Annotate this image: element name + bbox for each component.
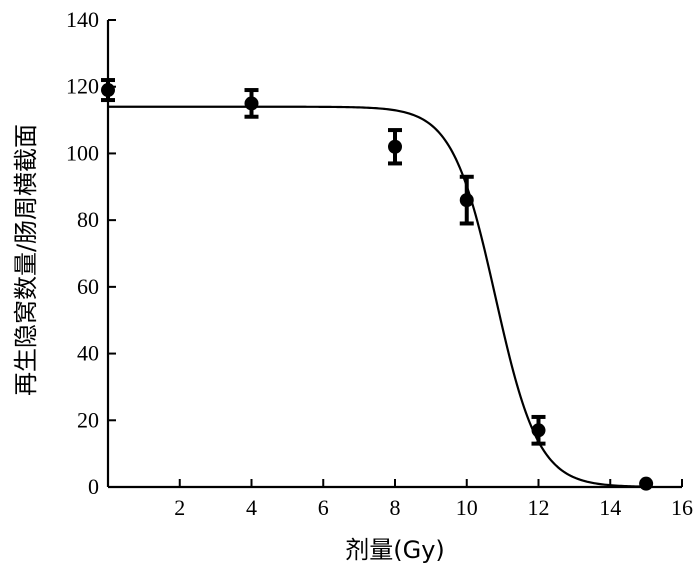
x-axis-title: 剂量(Gy) (345, 536, 445, 564)
data-point (244, 96, 259, 111)
y-axis-title: 再生隐窝数量/肠周横截面 (12, 124, 40, 396)
x-tick-label: 10 (456, 495, 478, 520)
y-axis-ticks: 0 20 40 60 80 100 120 140 (66, 7, 116, 499)
x-tick-label: 14 (599, 495, 621, 520)
axes (106, 20, 682, 489)
y-tick-label: 20 (77, 407, 99, 432)
data-point (101, 83, 115, 98)
x-tick-label: 4 (246, 495, 257, 520)
x-axis-ticks: 2 4 6 8 10 12 14 16 (174, 479, 693, 520)
data-point (459, 193, 474, 208)
data-point (639, 476, 654, 491)
x-tick-label: 6 (318, 495, 329, 520)
y-tick-label: 140 (66, 7, 99, 32)
x-tick-label: 8 (390, 495, 401, 520)
y-tick-label: 100 (66, 140, 99, 165)
x-tick-label: 2 (174, 495, 185, 520)
x-tick-label: 12 (528, 495, 550, 520)
data-points (101, 78, 654, 491)
fit-curve (108, 105, 647, 488)
data-point (388, 139, 402, 154)
x-tick-label: 16 (671, 495, 693, 520)
y-tick-label: 40 (77, 341, 99, 366)
y-tick-label: 60 (77, 274, 99, 299)
y-tick-label: 0 (88, 474, 99, 499)
data-point (531, 423, 546, 438)
y-tick-label: 120 (66, 74, 99, 99)
y-tick-label: 80 (77, 207, 99, 232)
